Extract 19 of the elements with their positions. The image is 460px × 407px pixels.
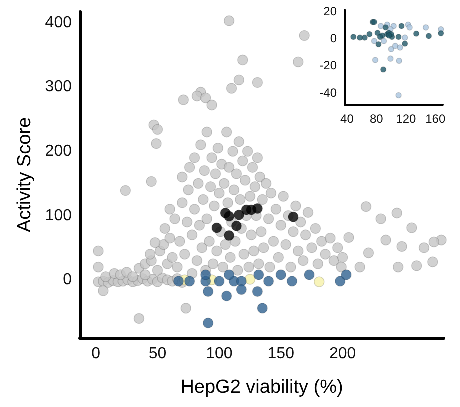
x-tick-label: 150 <box>268 346 295 362</box>
y-tick-label: -40 <box>320 86 338 100</box>
x-tick-label: 160 <box>426 112 446 126</box>
y-tick-label: -20 <box>320 58 338 73</box>
y-tick-label: 0 <box>63 272 72 289</box>
x-tick-label: 0 <box>92 346 101 362</box>
x-tick-label: 40 <box>340 112 354 126</box>
x-tick-label: 80 <box>370 112 384 126</box>
y-tick-label: 0 <box>330 32 338 46</box>
y-tick-label: 200 <box>45 143 72 160</box>
x-tick-label: 50 <box>148 346 167 362</box>
y-tick-label: 20 <box>324 4 338 18</box>
y-tick-label: 100 <box>45 207 72 224</box>
y-tick-label: 300 <box>45 78 72 96</box>
x-tick-label: 120 <box>396 112 416 126</box>
y-axis-title: Activity Score <box>14 117 36 233</box>
y-tick-label: 400 <box>45 14 72 32</box>
x-tick-label: 100 <box>206 346 233 362</box>
x-axis-title: HepG2 viability (%) <box>180 377 344 398</box>
